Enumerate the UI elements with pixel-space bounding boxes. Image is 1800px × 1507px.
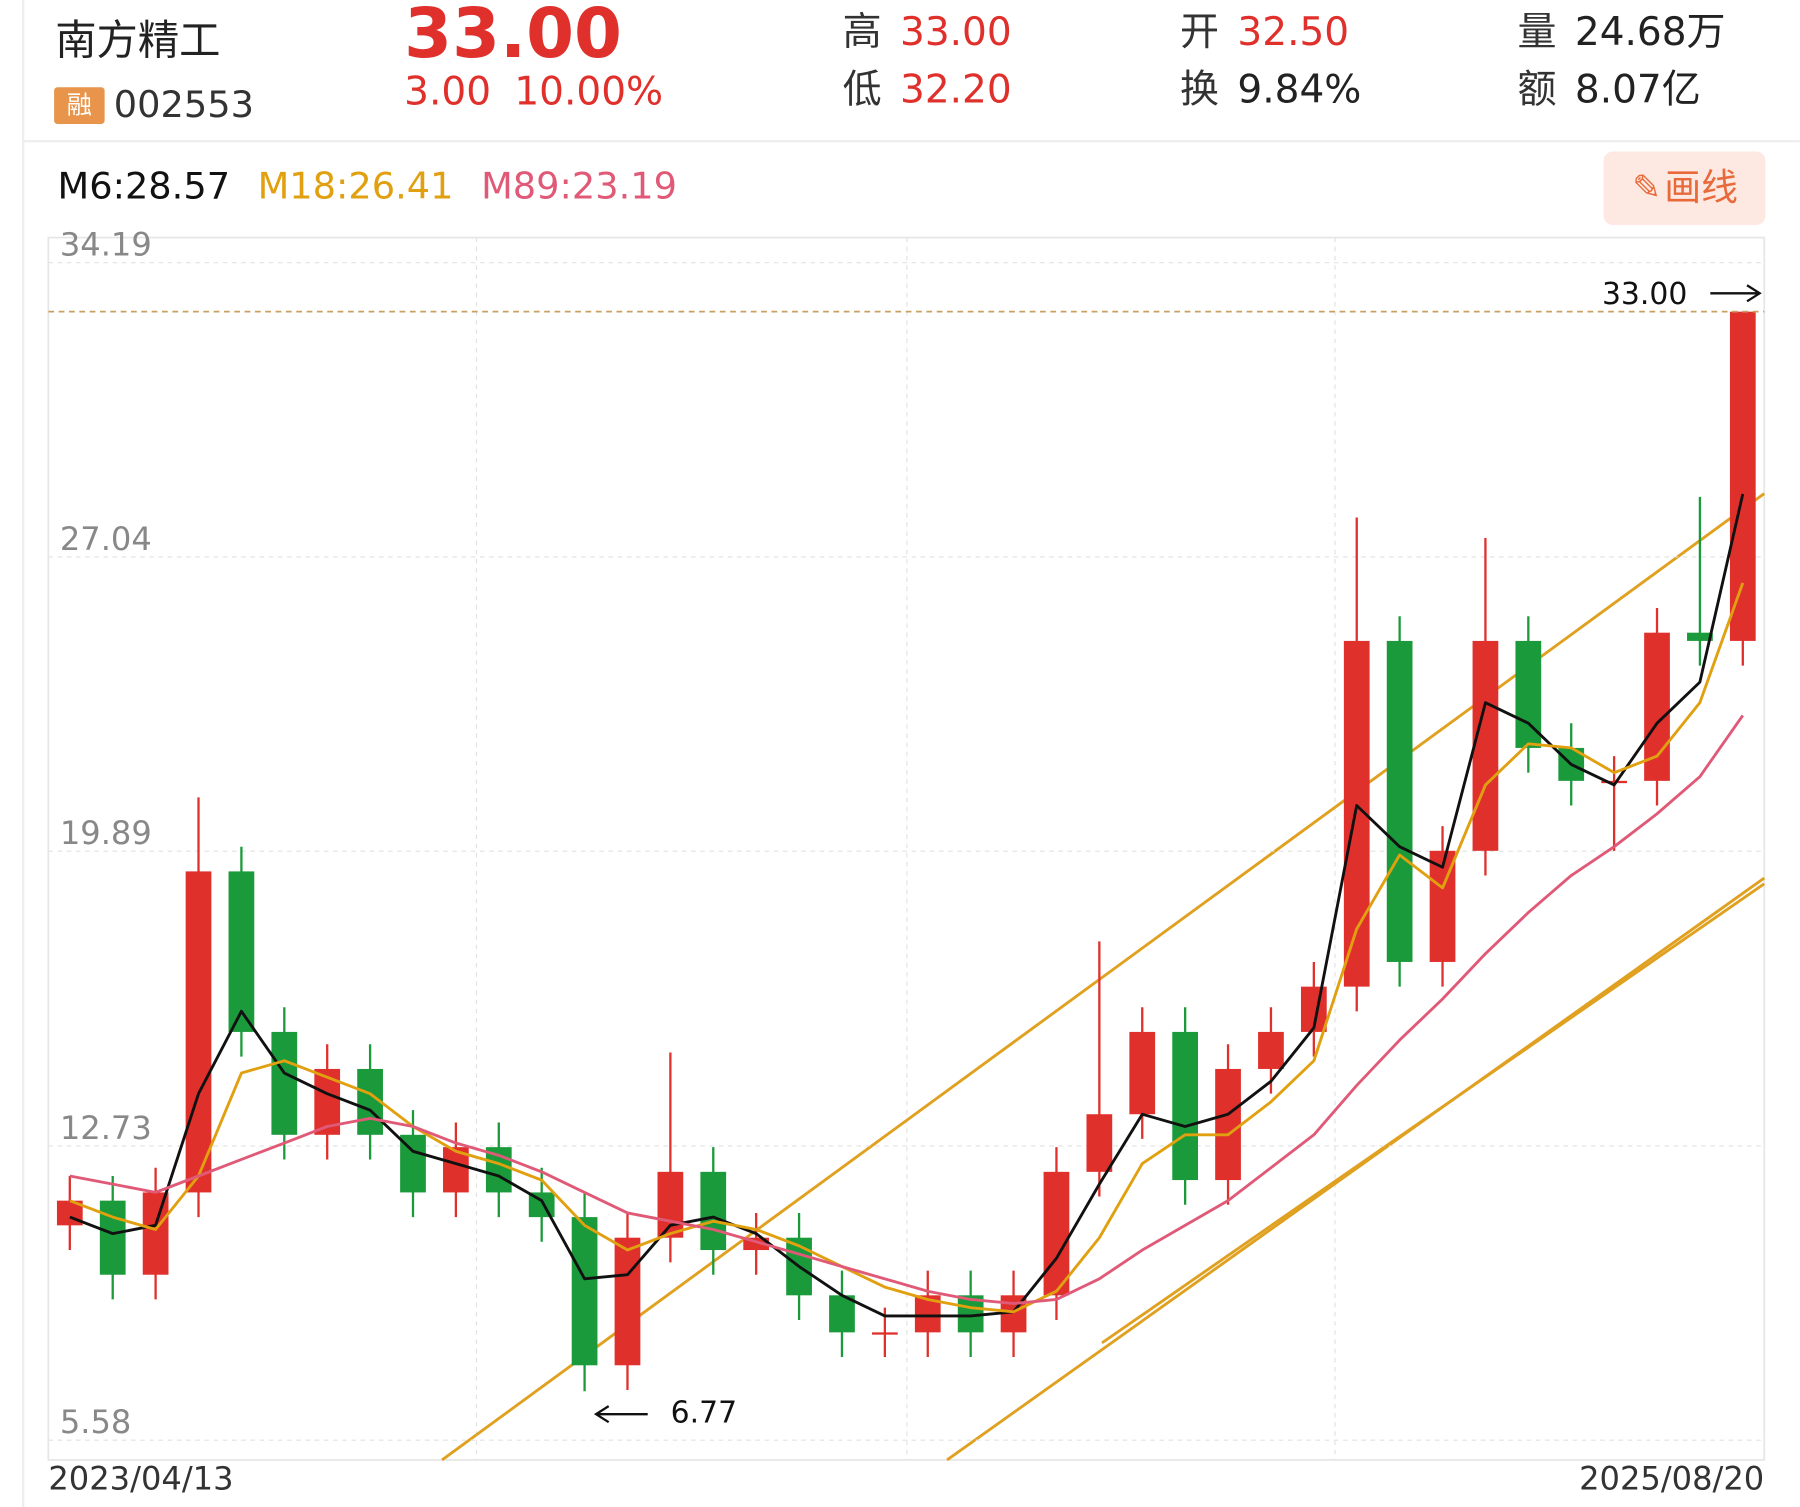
stat-value: 24.68万 bbox=[1575, 10, 1726, 55]
stat-label: 高 bbox=[843, 10, 882, 55]
stat-value: 32.50 bbox=[1237, 10, 1349, 55]
ma-line bbox=[69, 493, 1745, 1318]
legend-entry: M18:26.41 bbox=[258, 165, 454, 208]
annotation-arrow bbox=[593, 1405, 648, 1424]
candle-body bbox=[99, 1200, 126, 1275]
ma-line bbox=[69, 582, 1745, 1314]
candle-body bbox=[614, 1237, 641, 1366]
y-tick-label: 5.58 bbox=[60, 1403, 132, 1441]
candle-body bbox=[1172, 1031, 1199, 1181]
channel-upper bbox=[441, 492, 1766, 1462]
candle-body bbox=[228, 871, 255, 1032]
candle-body bbox=[829, 1295, 855, 1333]
legend-entry: M6:28.57 bbox=[58, 165, 231, 208]
change-pct: 10.00% bbox=[514, 70, 663, 115]
stock-code: 002553 bbox=[114, 83, 254, 126]
annotation: 33.00 bbox=[1602, 277, 1687, 312]
candle-body bbox=[1729, 311, 1756, 641]
candle-body bbox=[700, 1171, 727, 1251]
stat-value: 32.20 bbox=[900, 67, 1012, 112]
stat-label: 换 bbox=[1180, 67, 1219, 112]
y-tick-label: 27.04 bbox=[60, 520, 152, 558]
x-tick-label: 2023/04/13 bbox=[48, 1460, 233, 1498]
candle-body bbox=[871, 1332, 898, 1335]
stat-label: 低 bbox=[843, 67, 882, 112]
candle-body bbox=[1086, 1114, 1113, 1172]
candle-body bbox=[1601, 780, 1627, 784]
stat-value: 33.00 bbox=[900, 10, 1012, 55]
legend: M6:28.57 M18:26.41 M89:23.19 bbox=[58, 165, 677, 208]
draw-button[interactable]: 画线 bbox=[1664, 166, 1737, 209]
stat-label: 量 bbox=[1517, 10, 1556, 55]
draw-icon[interactable]: ✎ bbox=[1632, 168, 1661, 208]
stat-label: 额 bbox=[1517, 67, 1556, 112]
channel-lower bbox=[946, 876, 1766, 1462]
plot: 5.58 12.73 19.89 27.04 34.19 2023/04/13 2025/0… bbox=[48, 226, 1765, 1498]
candle-body bbox=[1472, 640, 1499, 851]
candle-body bbox=[142, 1192, 169, 1275]
legend-entry: M89:23.19 bbox=[481, 165, 677, 208]
stat-value: 8.07亿 bbox=[1575, 67, 1701, 112]
x-tick-label: 2025/08/20 bbox=[1579, 1460, 1764, 1498]
draw-button-bg[interactable] bbox=[1603, 151, 1766, 225]
candle-body bbox=[271, 1031, 298, 1135]
candle-body bbox=[1386, 640, 1413, 962]
margin-tag-bg bbox=[54, 87, 105, 124]
candle-body bbox=[1129, 1031, 1156, 1115]
stat-value: 9.84% bbox=[1237, 67, 1361, 112]
price: 33.00 bbox=[404, 0, 622, 74]
candle-body bbox=[1687, 632, 1713, 641]
y-tick-label: 34.19 bbox=[60, 226, 152, 264]
candle-body bbox=[185, 871, 212, 1193]
ma-line bbox=[69, 714, 1744, 1305]
stat-label: 开 bbox=[1180, 10, 1219, 55]
annotation-arrow bbox=[1710, 284, 1762, 303]
candle-body bbox=[1043, 1171, 1070, 1296]
y-tick-label: 19.89 bbox=[60, 814, 152, 852]
margin-tag: 融 bbox=[67, 91, 92, 120]
y-tick-label: 12.73 bbox=[60, 1109, 152, 1147]
annotation: 6.77 bbox=[671, 1396, 737, 1431]
candle-body bbox=[571, 1217, 598, 1366]
change: 3.00 bbox=[404, 70, 491, 115]
candle-body bbox=[657, 1171, 684, 1238]
channel-mid bbox=[1101, 882, 1766, 1345]
candle-body bbox=[1258, 1031, 1284, 1069]
stock-name: 南方精工 bbox=[55, 17, 220, 65]
candle-body bbox=[1215, 1068, 1241, 1181]
trend-lines bbox=[441, 492, 1766, 1462]
